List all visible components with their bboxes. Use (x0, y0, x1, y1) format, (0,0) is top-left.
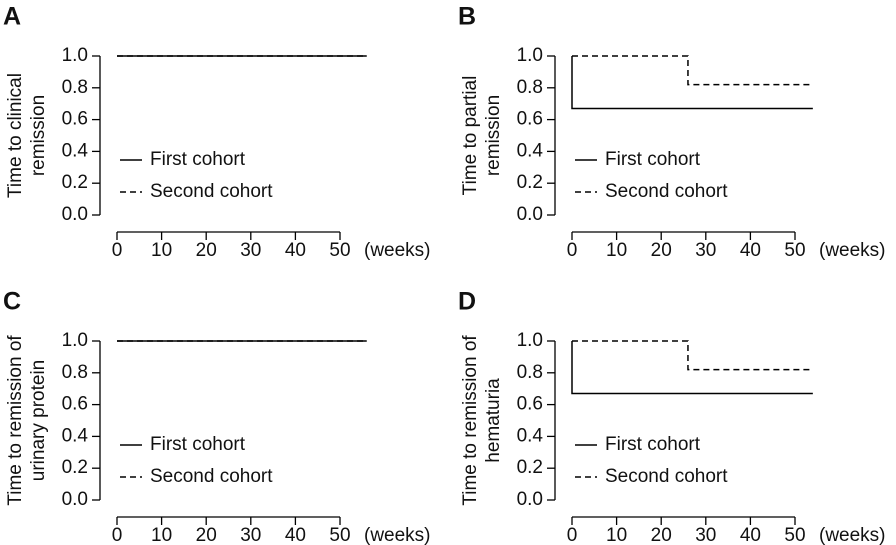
x-tick-label: 10 (151, 240, 172, 261)
y-tick-label: 0.4 (62, 425, 89, 446)
x-tick-label: 10 (606, 525, 627, 545)
x-axis-label: (weeks) (364, 240, 431, 261)
x-tick-label: 0 (567, 240, 578, 261)
y-tick-label: 0.8 (62, 362, 88, 383)
series-line (571, 341, 813, 395)
x-tick-label: 40 (285, 240, 306, 261)
y-tick-label: 0.8 (517, 77, 543, 98)
y-tick-label: 0.0 (517, 489, 543, 510)
panel: A Time to clinical remission 0.0 0.2 0.4 0.6 0.… (3, 3, 431, 261)
x-tick-label: 0 (112, 240, 123, 261)
legend-label: First cohort (150, 434, 246, 455)
x-tick-label: 20 (196, 240, 217, 261)
y-tick-label: 0.6 (62, 394, 88, 415)
y-axis-label: urinary protein (28, 360, 49, 481)
y-axis-label: remission (483, 95, 504, 176)
panel-letter: C (3, 288, 21, 316)
x-tick-label: 40 (740, 525, 761, 545)
y-tick-label: 0.4 (517, 425, 544, 446)
y-axis-label: remission (28, 95, 49, 176)
x-tick-label: 30 (695, 240, 716, 261)
y-tick-label: 0.6 (517, 394, 543, 415)
panel-letter: D (458, 288, 476, 316)
legend-label: Second cohort (150, 181, 273, 202)
x-tick-label: 50 (329, 525, 350, 545)
y-tick-label: 1.0 (517, 330, 543, 351)
y-tick-label: 0.4 (62, 140, 89, 161)
x-tick-label: 20 (196, 525, 217, 545)
legend-label: First cohort (150, 149, 246, 170)
series-line (572, 340, 813, 371)
x-tick-label: 20 (651, 240, 672, 261)
y-tick-label: 0.4 (517, 140, 544, 161)
y-axis-label: hematuria (483, 378, 504, 463)
y-axis-label: Time to remission of (5, 335, 26, 506)
legend-label: Second cohort (150, 466, 273, 487)
x-tick-label: 30 (240, 240, 261, 261)
y-tick-label: 0.6 (62, 109, 88, 130)
legend-label: First cohort (605, 434, 701, 455)
y-tick-label: 1.0 (62, 45, 88, 66)
y-tick-label: 0.2 (517, 457, 543, 478)
panel: B Time to partial remission 0.0 0.2 0.4 0.6 0.8… (458, 3, 886, 261)
y-axis-label: Time to clinical (5, 73, 26, 198)
x-tick-label: 0 (567, 525, 578, 545)
x-tick-label: 0 (112, 525, 123, 545)
y-tick-label: 0.8 (62, 77, 88, 98)
series-line (571, 56, 813, 110)
y-tick-label: 0.0 (62, 204, 88, 225)
x-axis-label: (weeks) (364, 525, 431, 545)
y-tick-label: 0.8 (517, 362, 543, 383)
legend-label: Second cohort (605, 181, 728, 202)
y-tick-label: 0.2 (517, 172, 543, 193)
x-axis-label: (weeks) (819, 240, 886, 261)
legend-label: First cohort (605, 149, 701, 170)
panel-letter: A (3, 3, 21, 31)
y-tick-label: 0.0 (517, 204, 543, 225)
y-tick-label: 0.6 (517, 109, 543, 130)
y-axis-label: Time to remission of (460, 335, 481, 506)
x-tick-label: 10 (151, 525, 172, 545)
x-tick-label: 40 (740, 240, 761, 261)
y-axis-label: Time to partial (460, 76, 481, 196)
legend-label: Second cohort (605, 466, 728, 487)
panel: C Time to remission of urinary protein 0.0 0… (3, 288, 431, 545)
x-tick-label: 10 (606, 240, 627, 261)
y-tick-label: 1.0 (62, 330, 88, 351)
x-tick-label: 50 (329, 240, 350, 261)
panel-letter: B (458, 3, 476, 31)
y-tick-label: 0.2 (62, 172, 88, 193)
x-tick-label: 50 (784, 525, 805, 545)
x-tick-label: 30 (240, 525, 261, 545)
panel: D Time to remission of hematuria 0.0 0.2 0.4 0… (458, 288, 886, 545)
x-tick-label: 50 (784, 240, 805, 261)
y-tick-label: 1.0 (517, 45, 543, 66)
x-axis-label: (weeks) (819, 525, 886, 545)
x-tick-label: 20 (651, 525, 672, 545)
x-tick-label: 40 (285, 525, 306, 545)
y-tick-label: 0.0 (62, 489, 88, 510)
y-tick-label: 0.2 (62, 457, 88, 478)
x-tick-label: 30 (695, 525, 716, 545)
series-line (572, 55, 813, 86)
